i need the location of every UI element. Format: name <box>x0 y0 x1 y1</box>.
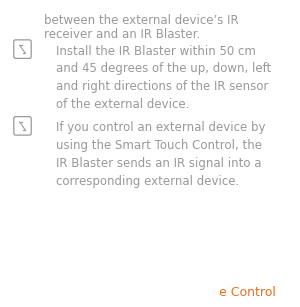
Text: using the Smart Touch Control, the: using the Smart Touch Control, the <box>56 139 262 152</box>
Text: receiver and an IR Blaster.: receiver and an IR Blaster. <box>44 28 200 41</box>
Text: If you control an external device by: If you control an external device by <box>56 121 265 134</box>
Text: between the external device’s IR: between the external device’s IR <box>44 14 238 27</box>
Text: IR Blaster sends an IR signal into a: IR Blaster sends an IR signal into a <box>56 157 261 170</box>
Text: e Control: e Control <box>219 286 276 299</box>
Text: and right directions of the IR sensor: and right directions of the IR sensor <box>56 80 268 93</box>
Text: and 45 degrees of the up, down, left: and 45 degrees of the up, down, left <box>56 62 271 75</box>
Text: Install the IR Blaster within 50 cm: Install the IR Blaster within 50 cm <box>56 45 255 57</box>
Text: of the external device.: of the external device. <box>56 98 189 111</box>
Text: corresponding external device.: corresponding external device. <box>56 175 239 188</box>
